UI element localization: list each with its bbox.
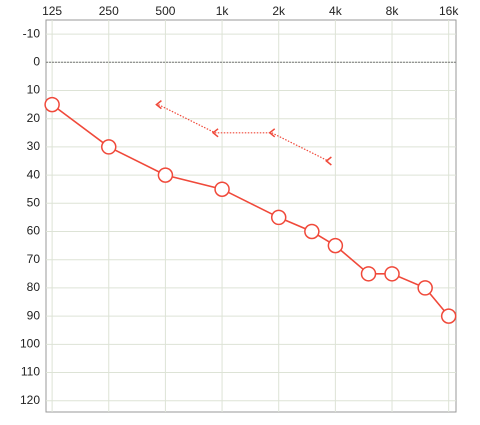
x-tick-label: 16k xyxy=(439,4,459,18)
x-tick-label: 8k xyxy=(386,4,400,18)
x-tick-label: 500 xyxy=(155,4,175,18)
y-tick-label: 120 xyxy=(20,393,40,407)
y-tick-label: 100 xyxy=(20,336,40,350)
y-tick-label: 40 xyxy=(27,167,41,181)
data-point xyxy=(327,237,344,254)
y-tick-label: -10 xyxy=(23,26,41,40)
x-tick-label: 1k xyxy=(216,4,230,18)
data-point xyxy=(270,209,287,226)
data-point xyxy=(325,156,332,166)
y-tick-label: 10 xyxy=(27,83,41,97)
y-tick-label: 80 xyxy=(27,280,41,294)
data-point xyxy=(440,308,457,324)
y-tick-label: 50 xyxy=(27,195,41,209)
x-tick-label: 2k xyxy=(272,4,286,18)
data-point xyxy=(214,181,230,197)
y-tick-label: 90 xyxy=(27,308,41,322)
data-point xyxy=(211,128,219,138)
data-point xyxy=(157,167,174,183)
y-tick-label: 60 xyxy=(27,224,41,238)
x-tick-label: 4k xyxy=(329,4,343,18)
y-tick-label: 30 xyxy=(27,139,41,153)
y-tick-label: 0 xyxy=(33,54,40,68)
data-point xyxy=(101,139,117,155)
data-point xyxy=(384,266,400,282)
data-point xyxy=(417,280,433,296)
x-tick-label: 250 xyxy=(99,4,119,18)
y-tick-label: 20 xyxy=(27,111,41,125)
data-point xyxy=(268,128,276,138)
data-point xyxy=(360,266,377,282)
data-point xyxy=(304,223,320,240)
y-tick-label: 110 xyxy=(21,365,40,379)
data-point xyxy=(44,96,60,113)
data-point xyxy=(155,100,162,110)
y-tick-label: 70 xyxy=(27,252,41,266)
plot-frame xyxy=(45,19,457,413)
x-tick-label: 125 xyxy=(42,4,62,18)
